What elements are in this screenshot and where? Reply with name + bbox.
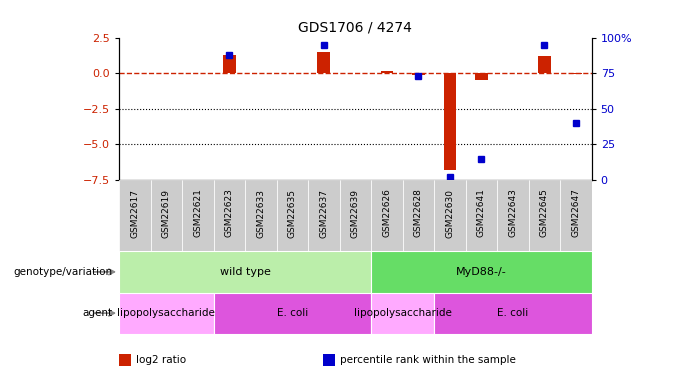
Bar bbox=[371, 180, 403, 251]
Text: percentile rank within the sample: percentile rank within the sample bbox=[340, 355, 516, 365]
Bar bbox=[214, 180, 245, 251]
Bar bbox=[434, 292, 592, 334]
Bar bbox=[119, 251, 371, 292]
Text: GSM22619: GSM22619 bbox=[162, 189, 171, 237]
Bar bbox=[528, 180, 560, 251]
Bar bbox=[466, 180, 497, 251]
Text: wild type: wild type bbox=[220, 267, 271, 277]
Bar bbox=[245, 180, 277, 251]
Bar bbox=[119, 292, 214, 334]
Text: log2 ratio: log2 ratio bbox=[136, 355, 186, 365]
Bar bbox=[475, 73, 488, 80]
Text: MyD88-/-: MyD88-/- bbox=[456, 267, 507, 277]
Bar bbox=[150, 180, 182, 251]
Text: GSM22630: GSM22630 bbox=[445, 189, 454, 237]
Text: GSM22617: GSM22617 bbox=[131, 189, 139, 237]
Text: GSM22637: GSM22637 bbox=[320, 189, 328, 237]
Text: E. coli: E. coli bbox=[497, 308, 528, 318]
Bar bbox=[339, 180, 371, 251]
Bar bbox=[371, 251, 592, 292]
Bar bbox=[570, 73, 582, 74]
Bar bbox=[308, 180, 339, 251]
Text: lipopolysaccharide: lipopolysaccharide bbox=[354, 308, 452, 318]
Title: GDS1706 / 4274: GDS1706 / 4274 bbox=[299, 21, 412, 35]
Bar bbox=[277, 180, 308, 251]
Bar bbox=[371, 292, 434, 334]
Bar bbox=[223, 55, 235, 73]
Text: GSM22647: GSM22647 bbox=[571, 189, 580, 237]
Bar bbox=[443, 73, 456, 170]
Text: genotype/variation: genotype/variation bbox=[13, 267, 112, 277]
Bar bbox=[381, 71, 393, 73]
Text: GSM22628: GSM22628 bbox=[414, 189, 423, 237]
Bar bbox=[403, 180, 434, 251]
Text: agent: agent bbox=[82, 308, 112, 318]
Bar bbox=[214, 292, 371, 334]
Bar bbox=[560, 180, 592, 251]
Text: GSM22621: GSM22621 bbox=[193, 189, 202, 237]
Bar bbox=[434, 180, 466, 251]
Text: GSM22641: GSM22641 bbox=[477, 189, 486, 237]
Bar bbox=[182, 180, 214, 251]
Text: E. coli: E. coli bbox=[277, 308, 308, 318]
Text: GSM22626: GSM22626 bbox=[382, 189, 391, 237]
Text: GSM22643: GSM22643 bbox=[509, 189, 517, 237]
Bar bbox=[119, 180, 150, 251]
Text: GSM22645: GSM22645 bbox=[540, 189, 549, 237]
Text: GSM22623: GSM22623 bbox=[225, 189, 234, 237]
Bar bbox=[538, 56, 551, 73]
Bar bbox=[412, 73, 424, 75]
Bar bbox=[497, 180, 528, 251]
Bar bbox=[318, 52, 330, 73]
Text: GSM22633: GSM22633 bbox=[256, 189, 265, 237]
Text: GSM22635: GSM22635 bbox=[288, 189, 296, 237]
Text: GSM22639: GSM22639 bbox=[351, 189, 360, 237]
Text: lipopolysaccharide: lipopolysaccharide bbox=[118, 308, 215, 318]
